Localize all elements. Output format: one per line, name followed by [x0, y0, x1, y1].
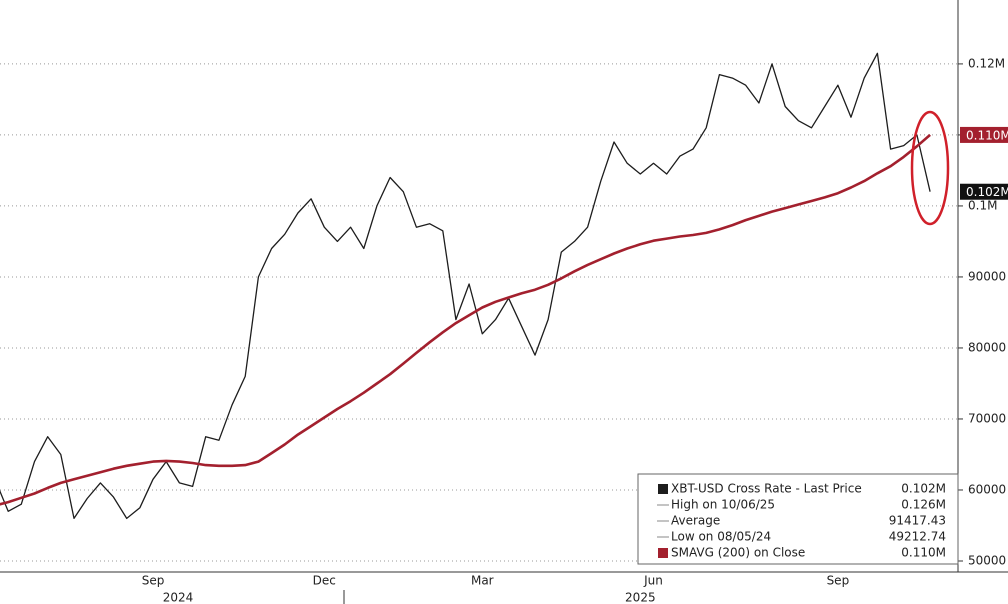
y-tick-label: 90000: [968, 269, 1006, 283]
axis: 50000600007000080000900000.1M0.11M0.12MS…: [142, 56, 1008, 604]
legend: XBT-USD Cross Rate - Last Price 0.102M Hig…: [637, 473, 959, 565]
sma-line: [0, 133, 931, 506]
year-label: 2025: [625, 591, 656, 604]
legend-label: SMAVG (200) on Close: [671, 546, 805, 560]
last-value-label: 0.102M: [966, 185, 1008, 199]
legend-swatch: [658, 548, 668, 558]
y-tick-label: 70000: [968, 411, 1006, 425]
legend-value: 0.102M: [901, 482, 946, 496]
y-tick-label: 0.12M: [968, 56, 1005, 70]
legend-label: XBT-USD Cross Rate - Last Price: [671, 482, 862, 496]
legend-value: 0.126M: [901, 498, 946, 512]
x-tick-label: Jun: [643, 574, 663, 588]
y-tick-label: 50000: [968, 553, 1006, 567]
x-tick-label: Sep: [142, 574, 165, 588]
highlight-ellipse: [910, 110, 950, 226]
y-tick-label: 60000: [968, 482, 1006, 496]
y-tick-label: 80000: [968, 340, 1006, 354]
legend-label: High on 10/06/25: [671, 498, 775, 512]
plot: [0, 52, 931, 520]
x-tick-label: Sep: [827, 574, 850, 588]
y-tick-label: 0.1M: [968, 198, 997, 212]
last-value-badge: [960, 126, 1008, 143]
legend-swatch: [658, 484, 668, 494]
x-tick-label: Dec: [313, 574, 336, 588]
last-value-badge: [960, 183, 1008, 200]
year-label: 2024: [163, 591, 194, 604]
legend-value: 49212.74: [889, 530, 946, 544]
legend-box: [637, 473, 959, 565]
legend-label: Average: [671, 514, 720, 528]
legend-label: Low on 08/05/24: [671, 530, 771, 544]
last-value-label: 0.110M: [966, 128, 1008, 142]
legend-value: 0.110M: [901, 546, 946, 560]
price-line: [0, 52, 931, 520]
x-tick-label: Mar: [471, 574, 494, 588]
legend-value: 91417.43: [889, 514, 946, 528]
